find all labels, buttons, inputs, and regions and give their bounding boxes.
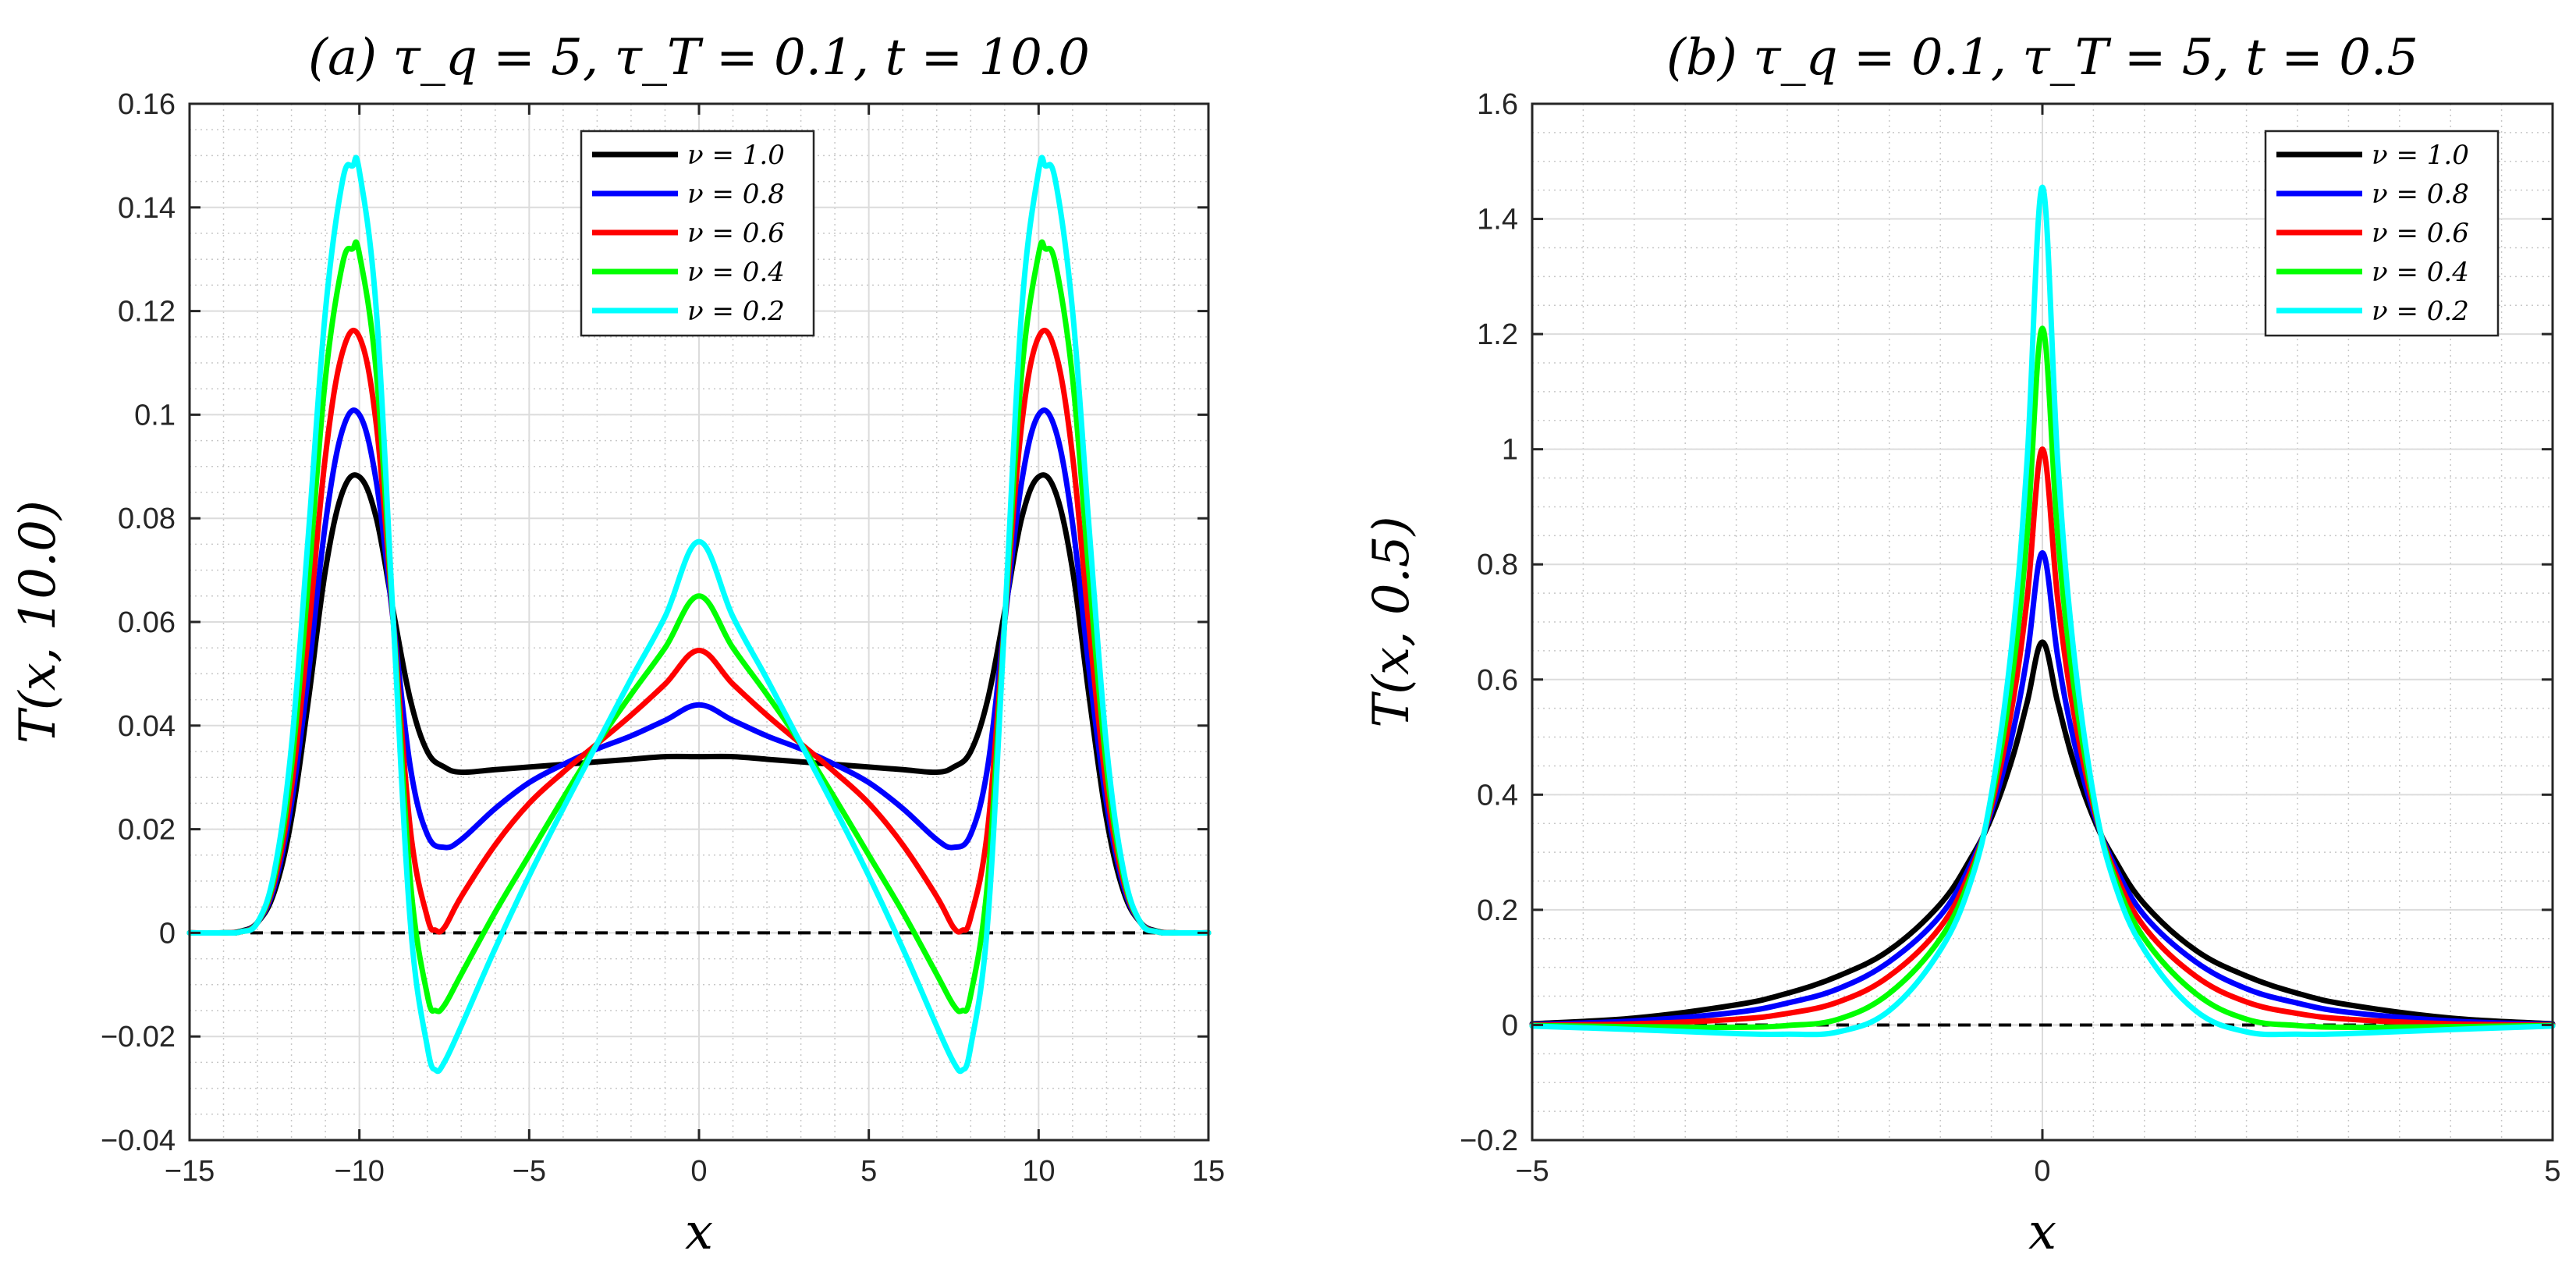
series-group-b — [1529, 184, 2556, 1038]
y-tick-label-a: 0.16 — [118, 88, 176, 121]
y-tick-label-a: 0.08 — [118, 503, 176, 535]
x-tick-label-b: 0 — [2034, 1155, 2050, 1188]
series-line-a-2 — [186, 328, 1212, 936]
series-line-b-1 — [1529, 549, 2556, 1028]
y-tick-label-a: 0.12 — [118, 296, 176, 329]
y-tick-label-a: 0 — [159, 917, 176, 950]
y-axis-label-b: T(x, 0.5) — [1363, 516, 1421, 727]
y-tick-label-b: 1.2 — [1477, 318, 1518, 351]
series-line-b-2 — [1529, 446, 2556, 1028]
x-tick-label-a: −10 — [334, 1155, 384, 1188]
legend-label-b-4: ν = 0.2 — [2372, 296, 2469, 327]
y-tick-label-b: 1.6 — [1477, 88, 1518, 121]
y-tick-label-b: −0.2 — [1460, 1125, 1518, 1157]
y-tick-label-a: 0.14 — [118, 192, 176, 225]
x-tick-label-a: −15 — [165, 1155, 215, 1188]
y-tick-label-a: 0.1 — [134, 399, 176, 432]
y-tick-label-b: 0.6 — [1477, 664, 1518, 697]
x-tick-label-b: −5 — [1515, 1155, 1549, 1188]
series-line-b-0 — [1529, 639, 2556, 1027]
series-line-b-4 — [1529, 184, 2556, 1038]
panel-a: −15 −10 −5 0 5 10 15 −0.04 −0.02 0 0.02 0.04 0.06 0.0… — [9, 29, 1225, 1261]
legend-b: ν = 1.0 ν = 0.8 ν = 0.6 ν = 0.4 ν = 0.2 — [2264, 130, 2500, 337]
y-tick-label-b: 0.4 — [1477, 779, 1518, 812]
legend-label-a-3: ν = 0.4 — [687, 257, 785, 288]
panel-b: −5 0 5 −0.2 0 0.2 0.4 0.6 0.8 1 1.2 1.4 1.6 (b) τ_q =… — [1363, 29, 2561, 1261]
legend-a: ν = 1.0 ν = 0.8 ν = 0.6 ν = 0.4 ν = 0.2 — [580, 130, 815, 337]
y-tick-label-b: 0.2 — [1477, 894, 1518, 927]
chart-title-a: (a) τ_q = 5, τ_T = 0.1, t = 10.0 — [308, 29, 1090, 87]
x-tick-label-a: 15 — [1192, 1155, 1225, 1188]
legend-label-a-2: ν = 0.6 — [687, 218, 785, 249]
legend-label-b-1: ν = 0.8 — [2372, 179, 2469, 210]
y-tick-label-b: 0 — [1502, 1009, 1518, 1042]
series-line-a-0 — [186, 472, 1212, 936]
legend-label-b-3: ν = 0.4 — [2372, 257, 2469, 288]
legend-label-b-2: ν = 0.6 — [2372, 218, 2469, 249]
y-tick-label-a: 0.04 — [118, 710, 176, 743]
y-tick-label-b: 1 — [1502, 434, 1518, 467]
x-tick-label-a: 10 — [1022, 1155, 1055, 1188]
y-axis-label-a: T(x, 10.0) — [9, 500, 67, 744]
series-line-a-3 — [186, 239, 1212, 1014]
x-tick-label-a: −5 — [513, 1155, 546, 1188]
y-tick-label-a: 0.06 — [118, 606, 176, 639]
legend-label-a-0: ν = 1.0 — [687, 140, 785, 171]
y-tick-label-b: 0.8 — [1477, 549, 1518, 581]
x-tick-label-a: 0 — [690, 1155, 707, 1188]
series-line-a-1 — [186, 407, 1212, 936]
y-tick-label-a: −0.02 — [101, 1021, 176, 1053]
x-axis-label-b: x — [2028, 1203, 2056, 1261]
legend-label-a-4: ν = 0.2 — [687, 296, 785, 327]
series-line-a-4 — [186, 155, 1212, 1075]
legend-label-a-1: ν = 0.8 — [687, 179, 785, 210]
y-tick-label-a: −0.04 — [101, 1125, 176, 1157]
x-tick-label-a: 5 — [860, 1155, 877, 1188]
legend-label-b-0: ν = 1.0 — [2372, 140, 2469, 171]
x-axis-label-a: x — [685, 1203, 713, 1261]
series-line-b-3 — [1529, 325, 2556, 1030]
chart-title-b: (b) τ_q = 0.1, τ_T = 5, t = 0.5 — [1666, 29, 2418, 87]
y-tick-label-b: 1.4 — [1477, 204, 1518, 236]
series-group-a — [186, 155, 1212, 1075]
y-tick-label-a: 0.02 — [118, 814, 176, 847]
x-tick-label-b: 5 — [2544, 1155, 2560, 1188]
